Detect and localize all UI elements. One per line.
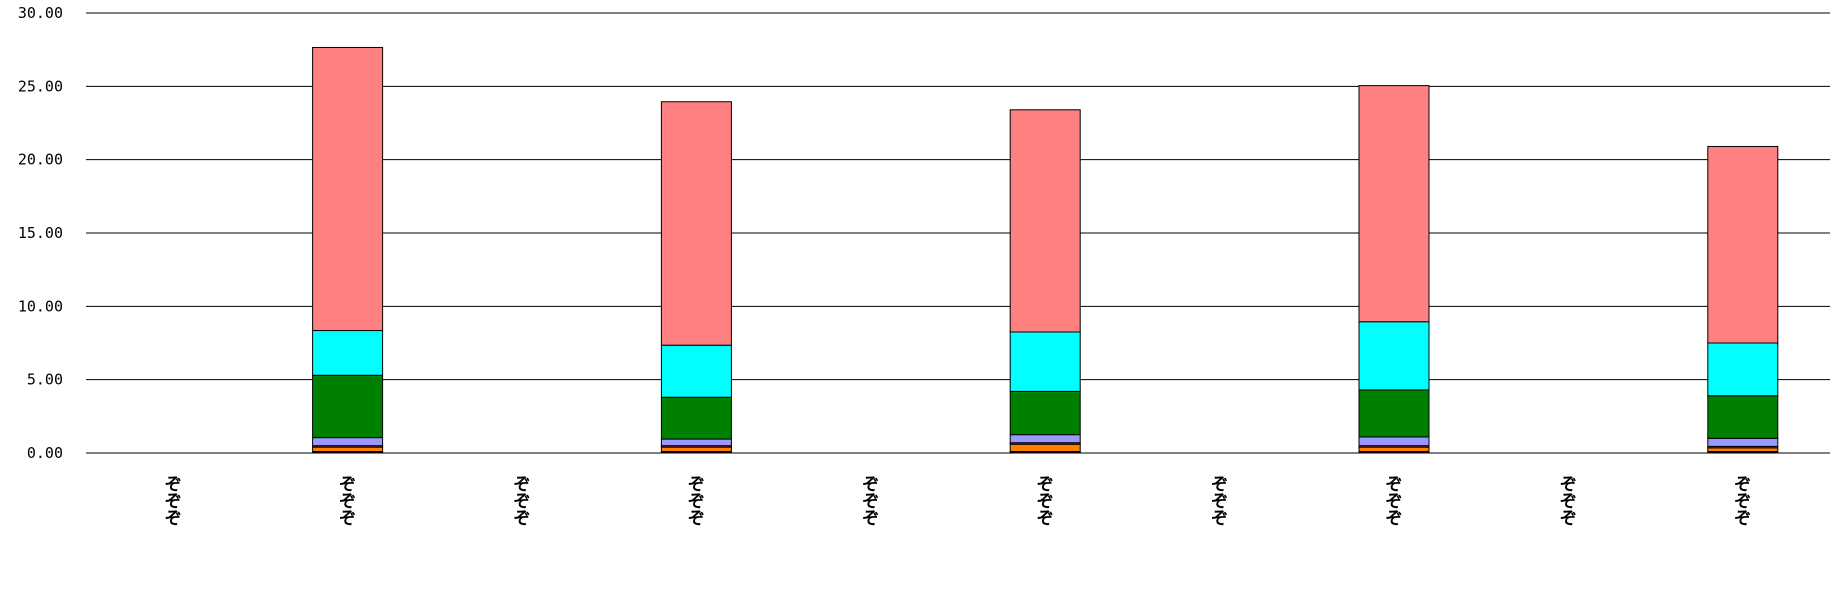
- bar-segment: [1707, 145, 1779, 344]
- x-category-label: ぞぞぞ: [514, 475, 531, 529]
- bar-segment: [660, 101, 732, 346]
- bar-segment: [660, 396, 732, 440]
- bar-segment: [1358, 436, 1430, 447]
- bar-segment: [1009, 443, 1081, 453]
- bar-segment: [312, 46, 384, 332]
- bar-segment: [1009, 109, 1081, 333]
- y-tick-label: 15.00: [18, 224, 63, 242]
- bar-segment: [312, 330, 384, 376]
- x-category-label: ぞぞぞ: [1386, 475, 1403, 529]
- bar-segment: [1358, 446, 1430, 453]
- bar-segment: [1358, 85, 1430, 323]
- bar-segment: [1707, 447, 1779, 453]
- y-tick-label: 5.00: [27, 371, 63, 389]
- bar-segment: [1009, 390, 1081, 436]
- y-tick-label: 10.00: [18, 297, 63, 315]
- bar-segment: [312, 374, 384, 439]
- y-axis-tick-labels: 0.00 5.00 10.00 15.00 20.00 25.00 30.00: [18, 4, 63, 462]
- x-category-label: ぞぞぞ: [1734, 475, 1751, 529]
- y-tick-label: 25.00: [18, 77, 63, 95]
- x-category-label: ぞぞぞ: [688, 475, 705, 529]
- bar-segment: [1009, 434, 1081, 444]
- bar-segment: [1009, 331, 1081, 392]
- bar-segment: [1358, 321, 1430, 391]
- bar-segment: [1707, 342, 1779, 397]
- bar-segment: [660, 344, 732, 398]
- x-category-label: ぞぞぞ: [339, 475, 356, 529]
- bars: [312, 46, 1779, 454]
- bar-segment: [1707, 437, 1779, 447]
- bar-segment: [312, 446, 384, 453]
- bar-segment: [312, 437, 384, 447]
- x-category-label: ぞぞぞ: [165, 475, 182, 529]
- bar-segment: [660, 446, 732, 453]
- bar-segment: [1707, 395, 1779, 439]
- y-tick-label: 30.00: [18, 4, 63, 22]
- bar-segment: [660, 438, 732, 447]
- x-category-label: ぞぞぞ: [862, 475, 879, 529]
- y-tick-label: 0.00: [27, 444, 63, 462]
- x-category-label: ぞぞぞ: [1560, 475, 1577, 529]
- x-axis-category-labels: ぞぞぞ ぞぞぞ ぞぞぞ ぞぞぞ ぞぞぞ ぞぞぞ ぞぞぞ ぞぞぞ ぞぞぞ ぞぞぞ: [165, 475, 1752, 529]
- bar-segment: [1358, 389, 1430, 438]
- x-category-label: ぞぞぞ: [1037, 475, 1054, 529]
- y-tick-label: 20.00: [18, 151, 63, 169]
- x-category-label: ぞぞぞ: [1211, 475, 1228, 529]
